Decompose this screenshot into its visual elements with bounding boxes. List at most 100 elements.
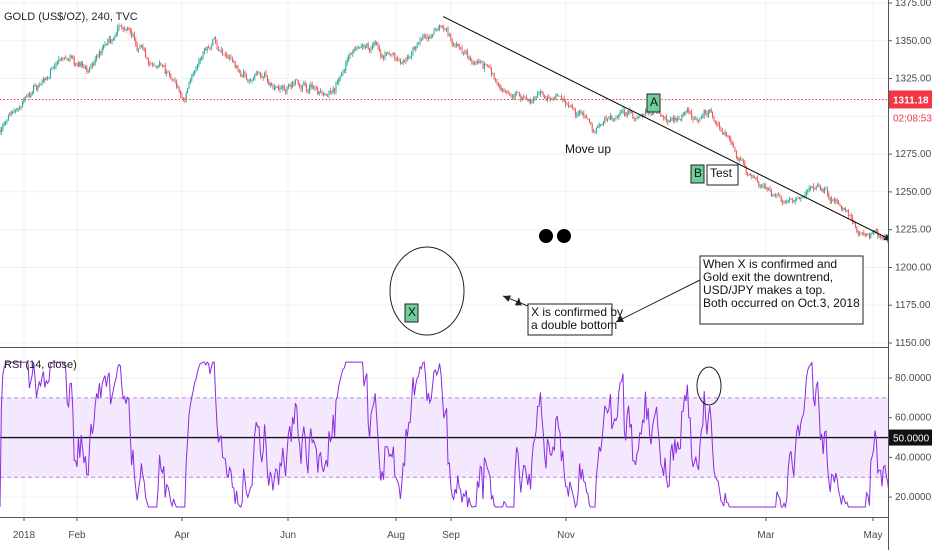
candle [412, 47, 414, 54]
candle [437, 28, 439, 30]
candle [551, 99, 553, 100]
price-tick-label: 1150.00 [895, 338, 931, 349]
candle [82, 62, 84, 65]
candle [448, 34, 450, 36]
candle [374, 42, 376, 45]
candle [234, 62, 236, 68]
candle [500, 88, 502, 91]
test-label-line: Test [710, 166, 733, 180]
candle [248, 80, 250, 82]
candle [798, 197, 800, 199]
candle [560, 96, 562, 100]
candle [338, 78, 340, 83]
time-tick-label: 2018 [13, 530, 36, 541]
candle [341, 73, 343, 77]
candle [107, 40, 109, 46]
candle [264, 73, 266, 77]
candle [566, 104, 568, 105]
candle [166, 72, 168, 74]
candle [720, 127, 722, 132]
candle [215, 37, 217, 43]
candle [493, 74, 495, 79]
candle [579, 110, 581, 114]
candle [728, 136, 730, 139]
candle [476, 61, 478, 64]
price-tick-label: 1200.00 [895, 262, 932, 273]
candle [556, 95, 558, 96]
candle [587, 118, 589, 119]
candle [824, 189, 826, 192]
candle [843, 208, 845, 210]
candle [352, 51, 354, 55]
candle [726, 132, 728, 137]
candle [10, 112, 12, 114]
candle [829, 197, 831, 202]
candle [73, 57, 75, 65]
candle [563, 98, 565, 102]
candle [282, 86, 284, 89]
candle [195, 69, 197, 71]
candle [170, 74, 172, 79]
candle [668, 121, 670, 123]
candle [460, 47, 462, 48]
candle [845, 209, 847, 211]
candle [208, 47, 210, 48]
candle [59, 59, 61, 61]
candle [402, 60, 404, 63]
candle [896, 243, 897, 244]
time-tick-label: Aug [387, 530, 405, 541]
candle [325, 94, 327, 95]
candle [422, 36, 424, 40]
candle [362, 45, 364, 48]
candle [413, 47, 415, 50]
candle [318, 91, 320, 94]
candle [87, 71, 89, 72]
countdown-badge [889, 109, 932, 126]
candle [780, 195, 782, 202]
candle [164, 65, 166, 74]
arrow-head [514, 298, 522, 306]
candle [518, 92, 520, 96]
candle [432, 34, 434, 38]
candle [721, 131, 723, 133]
candle [777, 194, 779, 196]
candle [97, 55, 99, 57]
candle [406, 57, 408, 59]
candle [779, 195, 781, 196]
candle [742, 160, 744, 163]
candle [210, 45, 212, 49]
candle [516, 91, 518, 94]
candle [907, 241, 908, 242]
candle [506, 90, 508, 93]
candle [444, 28, 446, 30]
candle [159, 62, 161, 66]
candle [800, 197, 802, 199]
candle [856, 227, 858, 232]
candle [538, 93, 540, 95]
candle [369, 48, 371, 51]
candle [266, 75, 268, 82]
candle [569, 105, 571, 107]
candle [737, 157, 739, 161]
candle [194, 70, 196, 75]
candle [385, 53, 387, 54]
time-tick-label: Apr [174, 530, 190, 541]
candle [455, 44, 457, 46]
candle [394, 53, 396, 59]
candle [292, 83, 294, 88]
candle [635, 118, 637, 119]
candle [584, 115, 586, 117]
candles [0, 23, 920, 248]
candle [710, 109, 712, 112]
candle [153, 63, 155, 67]
candle [867, 233, 869, 235]
candle [682, 114, 684, 116]
candle [850, 215, 852, 218]
candle [294, 79, 296, 85]
candle [919, 246, 920, 248]
candle [685, 112, 687, 113]
candle [237, 66, 239, 72]
candle [661, 116, 663, 117]
candle [376, 42, 378, 45]
